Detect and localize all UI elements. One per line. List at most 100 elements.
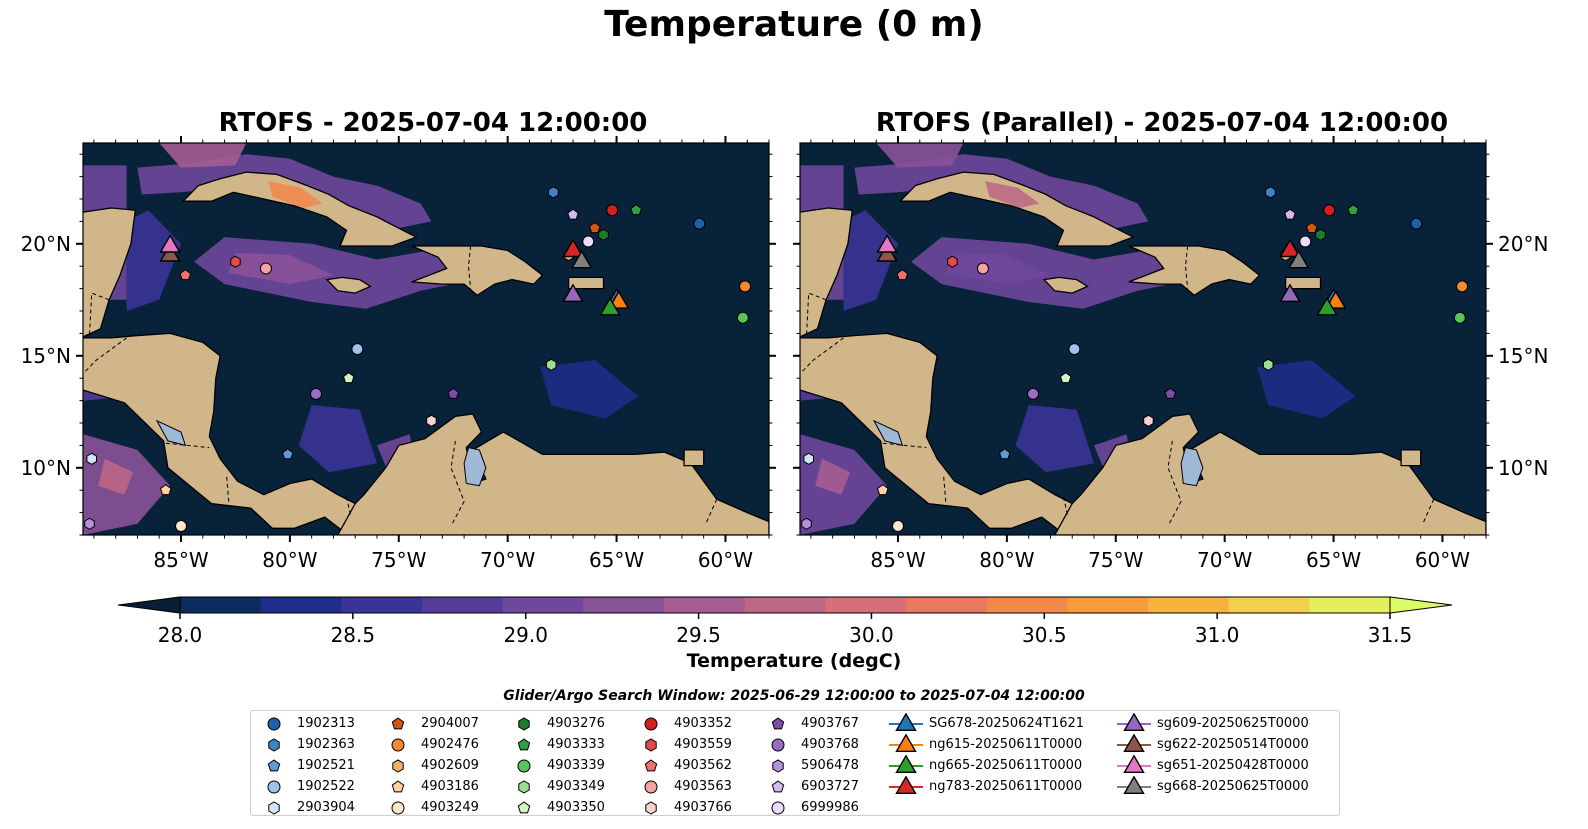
legend-symbol [267,780,281,794]
legend-symbol [518,717,530,731]
legend-marker-icon [1117,776,1151,794]
marker-4903350 [1059,372,1072,384]
marker-ng665-20250611T0000 [1316,296,1338,316]
colorbar-segment [825,597,907,613]
marker-ng783-20250611T0000 [1279,238,1301,258]
legend-marker-icon [267,780,281,794]
legend-symbol [771,780,785,793]
land-puertorico [1284,276,1322,290]
legend-column-2: 2904007 4902476 4902609 4903186 4903249 [379,713,479,818]
legend-marker-icon [518,717,530,731]
marker-4903333 [630,204,642,216]
lat-tick-label: 20°N [1498,232,1548,256]
legend-item: 4903766 [632,797,732,818]
legend-label: 1902522 [297,779,355,794]
marker-4903249 [892,520,904,533]
warm-water-6 [228,252,334,285]
colorbar-segment [422,597,504,613]
colorbar-segment [260,597,342,613]
legend-label: 5906478 [801,758,859,773]
legend-marker-icon [645,801,657,815]
colorbar-segment [664,597,746,613]
legend-item: 1902522 [255,776,355,797]
legend-item: 4903768 [759,734,859,755]
marker-4903249 [175,520,187,533]
panel-title-rtofs: RTOFS - 2025-07-04 12:00:00 [218,108,648,138]
marker-6999986 [1299,235,1312,248]
legend-item: sg622-20250514T0000 [1115,734,1309,755]
land-yucatan [83,207,137,338]
colorbar-segment [180,597,262,613]
marker-sg651-20250428T0000 [876,234,898,253]
lake-maracaibo [463,447,487,487]
legend-triangle [1123,734,1145,752]
warm-water-4 [876,143,964,168]
legend-item: sg609-20250625T0000 [1115,713,1309,734]
lon-tick-label: 80°W [262,548,317,572]
marker-4903349 [546,358,557,371]
legend-item: ng615-20250611T0000 [887,734,1084,755]
legend-item: 4903339 [505,755,605,776]
warm-water-2 [843,210,898,311]
marker-sg668-20250625T0000 [1287,249,1310,269]
marker-4903768 [310,387,323,400]
map-panel-1: 85°W 80°W 75°W 70°W 65°W 60°W 10°N 15°N 20°N [21,136,776,572]
legend-symbol [645,738,657,752]
panel-frame [82,142,770,536]
marker-2903904 [803,452,814,465]
marker-4903766 [426,414,437,427]
colorbar-tick-label: 28.0 [158,623,203,647]
legend-item: 4903767 [759,713,859,734]
lon-tick-label: 70°W [480,548,535,572]
lon-ticks: 85°W 80°W 75°W 70°W 65°W 60°W [93,136,770,572]
legend-column-6: SG678-20250624T1621 ng615-20250611T0000 ng… [887,713,1084,797]
border-8 [1184,245,1189,289]
legend-symbol [391,717,405,730]
legend-label: 6903727 [801,779,859,794]
land-central [800,332,1078,532]
legend-label: 4902609 [421,758,479,773]
legend-symbol [392,759,404,773]
warm-water-10 [298,405,377,473]
lon-tick-label: 60°W [698,548,753,572]
legend-symbol [645,801,657,815]
legend-item: 2904007 [379,713,479,734]
legend-label: 4903768 [801,737,859,752]
marker-4903767 [1164,387,1177,399]
legend-marker-icon [771,717,785,730]
border-2 [84,337,127,372]
land-yucatan [800,207,854,338]
land-southam [1054,413,1486,535]
marker-sg668-20250625T0000 [570,249,593,269]
colorbar-frame [179,596,1391,614]
legend-item: sg668-20250625T0000 [1115,776,1309,797]
legend-marker-icon [391,738,405,752]
colorbar-segment [1067,597,1149,613]
legend-marker-icon [771,780,785,793]
legend-marker-icon [391,717,405,730]
marker-2903904 [86,452,97,465]
land-trinidad [683,449,705,467]
legend-label: 4903249 [421,800,479,815]
warm-water-13 [540,360,639,419]
colorbar-extend-low [117,596,181,614]
marker-1902363 [548,186,559,199]
legend-marker-icon [392,759,404,773]
colorbar-tick-label: 28.5 [331,623,376,647]
legend-column-5: 4903767 4903768 5906478 6903727 6999986 [759,713,859,818]
legend-marker-icon [889,734,923,752]
legend-triangle [1123,776,1145,794]
legend-marker-icon [771,801,785,815]
legend-label: sg609-20250625T0000 [1157,716,1309,731]
legend-symbol [644,717,658,731]
legend-label: 2903904 [297,800,355,815]
legend-label: 4903349 [547,779,605,794]
panel-title-rtofs-parallel: RTOFS (Parallel) - 2025-07-04 12:00:00 [875,108,1449,138]
legend-marker-icon [391,780,405,793]
legend-item: 1902313 [255,713,355,734]
legend-symbol [391,801,405,815]
marker-4903559 [947,255,958,268]
marker-4903352 [606,204,619,217]
legend-item: 4903350 [505,797,605,818]
